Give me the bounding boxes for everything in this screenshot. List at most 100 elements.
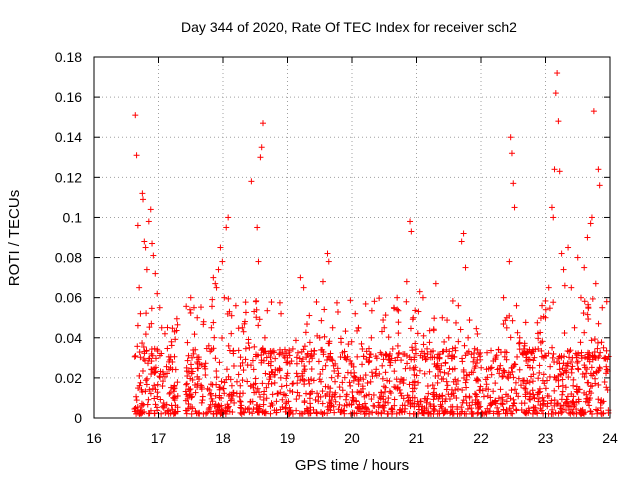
data-point (417, 398, 424, 405)
data-point (551, 402, 558, 409)
data-point (158, 324, 165, 331)
data-point (398, 408, 405, 415)
data-point (336, 393, 343, 400)
data-point (403, 278, 410, 285)
data-point (473, 325, 480, 332)
y-tick-label: 0.08 (55, 250, 82, 266)
data-point (204, 409, 211, 416)
data-point (556, 168, 563, 175)
data-point (421, 370, 428, 377)
data-point (465, 334, 472, 341)
data-point (466, 393, 473, 400)
data-point (601, 355, 608, 362)
x-tick-label: 18 (215, 430, 231, 446)
data-point (140, 343, 147, 350)
data-point (246, 344, 253, 351)
data-point (564, 348, 571, 355)
data-point (429, 391, 436, 398)
data-point (348, 338, 355, 345)
data-point (391, 396, 398, 403)
x-tick-label: 20 (344, 430, 360, 446)
data-point (562, 384, 569, 391)
data-point (186, 392, 193, 399)
data-point (328, 402, 335, 409)
data-point (274, 390, 281, 397)
data-point (334, 373, 341, 380)
data-point (386, 352, 393, 359)
grid-lines (94, 57, 610, 418)
data-point (424, 383, 431, 390)
data-point (470, 358, 477, 365)
data-point (538, 347, 545, 354)
data-point (321, 333, 328, 340)
data-point (589, 382, 596, 389)
data-point (354, 327, 361, 334)
data-point (474, 356, 481, 363)
data-point (390, 304, 397, 311)
data-point (516, 334, 523, 341)
data-point (484, 349, 491, 356)
data-point (493, 408, 500, 415)
data-point (146, 410, 153, 417)
data-point (500, 294, 507, 301)
data-point (184, 339, 191, 346)
data-point (183, 391, 190, 398)
data-point (282, 405, 289, 412)
data-point (548, 204, 555, 211)
data-point (518, 400, 525, 407)
data-point (189, 393, 196, 400)
data-point (274, 367, 281, 374)
data-point (551, 374, 558, 381)
data-point (209, 398, 216, 405)
data-point (259, 409, 266, 416)
data-point (194, 314, 201, 321)
data-point (411, 371, 418, 378)
data-point (162, 409, 169, 416)
data-point (145, 218, 152, 225)
data-point (537, 402, 544, 409)
data-point (551, 166, 558, 173)
data-point (596, 182, 603, 189)
data-point (483, 381, 490, 388)
data-point (558, 354, 565, 361)
data-point (231, 399, 238, 406)
data-point (241, 409, 248, 416)
data-point (225, 214, 232, 221)
data-point (496, 365, 503, 372)
data-point (522, 319, 529, 326)
data-point (145, 360, 152, 367)
data-point (133, 397, 140, 404)
data-point (437, 401, 444, 408)
data-point (325, 406, 332, 413)
chart-title: Day 344 of 2020, Rate Of TEC Index for r… (181, 19, 517, 35)
data-point (134, 343, 141, 350)
data-point (284, 354, 291, 361)
data-point (401, 351, 408, 358)
y-tick-label: 0.06 (55, 290, 82, 306)
data-point (603, 363, 610, 370)
data-point (503, 324, 510, 331)
data-point (307, 400, 314, 407)
data-point (152, 386, 159, 393)
data-point (439, 314, 446, 321)
data-point (133, 393, 140, 400)
data-point (141, 350, 148, 357)
data-point (277, 374, 284, 381)
data-point (508, 150, 515, 157)
data-point (510, 396, 517, 403)
data-point (516, 366, 523, 373)
data-point (315, 358, 322, 365)
data-point (497, 362, 504, 369)
data-point (369, 409, 376, 416)
data-point (306, 312, 313, 319)
data-point (189, 354, 196, 361)
data-point (157, 396, 164, 403)
data-point (368, 369, 375, 376)
data-point (196, 376, 203, 383)
data-point (169, 406, 176, 413)
data-point (535, 345, 542, 352)
data-point (269, 391, 276, 398)
data-point (530, 357, 537, 364)
data-point (338, 339, 345, 346)
data-point (140, 401, 147, 408)
